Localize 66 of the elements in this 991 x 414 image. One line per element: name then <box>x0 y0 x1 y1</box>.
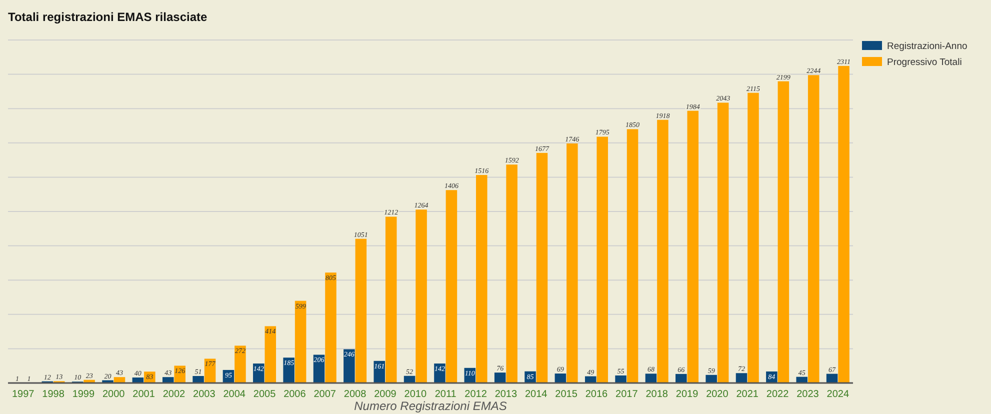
legend-label: Registrazioni-Anno <box>887 41 968 52</box>
x-tick-label: 2023 <box>796 389 820 400</box>
x-tick-label: 2005 <box>253 389 276 400</box>
bar <box>234 346 246 383</box>
x-tick-label: 2009 <box>374 389 397 400</box>
bar <box>687 110 699 383</box>
bar <box>838 66 850 383</box>
bar <box>385 216 397 383</box>
bar <box>615 375 626 383</box>
bar <box>494 372 506 383</box>
bar <box>192 376 204 383</box>
x-tick-label: 2007 <box>314 389 336 400</box>
x-tick-label: 2003 <box>193 389 216 400</box>
bar <box>748 92 759 383</box>
x-tick-label: 2014 <box>525 389 548 400</box>
x-tick-label: 2022 <box>766 389 790 400</box>
legend-label: Progressivo Totali <box>887 57 962 68</box>
bar <box>355 238 367 383</box>
x-tick-label: 2013 <box>494 389 518 400</box>
x-tick-label: 2006 <box>284 389 306 400</box>
bar <box>596 136 608 383</box>
bar <box>114 377 126 383</box>
x-tick-label: 2011 <box>434 389 457 400</box>
x-tick-label: 2017 <box>616 389 638 400</box>
x-tick-label: 2012 <box>464 389 488 400</box>
bar <box>446 190 458 383</box>
bar <box>294 300 306 383</box>
bar <box>717 102 729 383</box>
bar <box>162 377 174 383</box>
bar <box>645 374 657 383</box>
bar <box>264 326 276 383</box>
x-tick-label: 2000 <box>102 389 126 400</box>
x-tick-label: 2020 <box>706 389 729 400</box>
bar <box>626 129 638 383</box>
x-tick-label: 2016 <box>585 389 608 400</box>
bar <box>566 143 578 383</box>
bar <box>554 374 566 383</box>
bar <box>476 175 488 383</box>
bar <box>736 373 748 383</box>
x-axis-title: Numero Registrazioni EMAS <box>354 399 507 413</box>
x-tick-label: 2019 <box>676 389 699 400</box>
x-tick-label: 2018 <box>646 389 668 400</box>
x-tick-label: 2024 <box>826 389 850 400</box>
bar <box>778 81 790 383</box>
x-tick-label: 1997 <box>12 389 35 400</box>
x-tick-label: 1999 <box>72 389 96 400</box>
x-tick-label: 2008 <box>344 389 367 400</box>
bar <box>808 75 820 383</box>
bar <box>796 376 808 383</box>
x-tick-label: 2001 <box>132 389 156 400</box>
bar <box>344 349 355 383</box>
bar <box>325 272 336 383</box>
bar <box>657 120 668 383</box>
x-tick-label: 2021 <box>736 389 759 400</box>
x-tick-label: 2010 <box>404 389 427 400</box>
x-tick-label: 1998 <box>42 389 65 400</box>
bar <box>826 374 838 383</box>
bar <box>536 152 548 383</box>
x-tick-label: 2004 <box>223 389 246 400</box>
x-tick-label: 2015 <box>555 389 578 400</box>
bar <box>676 374 687 383</box>
x-tick-label: 2002 <box>162 389 186 400</box>
bar <box>416 210 427 383</box>
chart-title: Totali registrazioni EMAS rilasciate <box>8 10 208 24</box>
bar <box>706 374 717 383</box>
bar <box>506 164 518 383</box>
